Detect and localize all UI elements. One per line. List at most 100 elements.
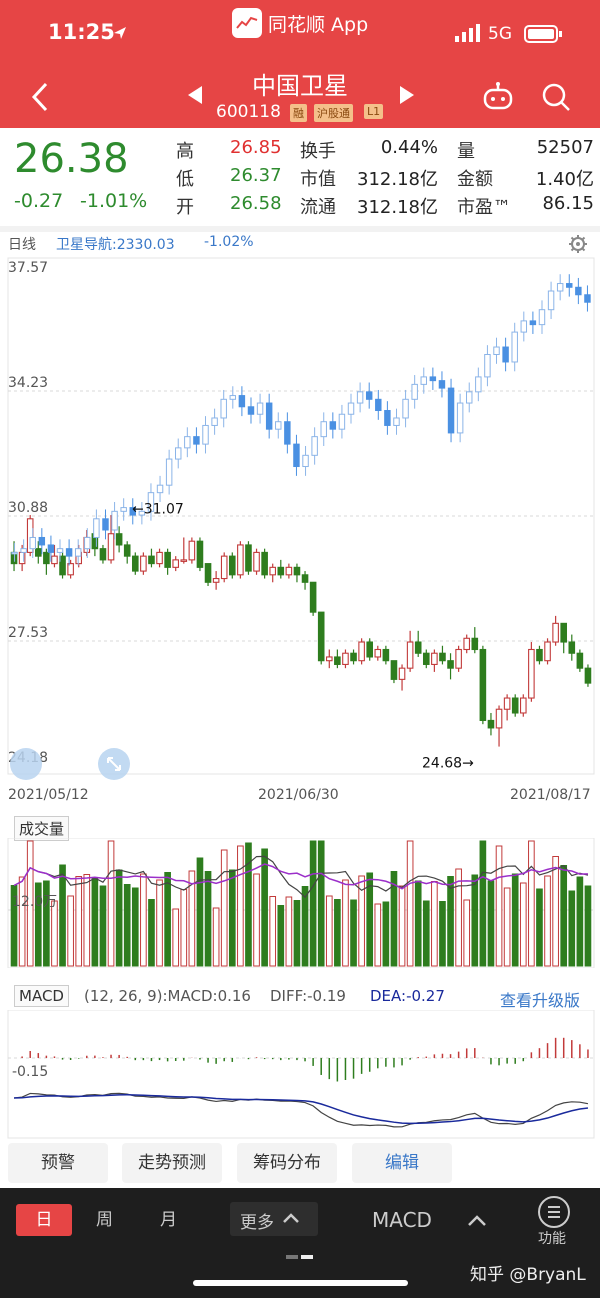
candle — [406, 641, 414, 669]
candle — [552, 622, 559, 643]
sector-index-label[interactable]: 卫星导航:2330.03 — [56, 237, 175, 253]
settings-gear-icon[interactable] — [568, 234, 588, 258]
tab-week[interactable]: 周 — [96, 1210, 113, 1230]
volume-bar — [156, 879, 163, 967]
stat-label: 市值 — [300, 169, 336, 190]
overlay-candle — [102, 518, 109, 531]
stat-label: 换手 — [300, 141, 336, 162]
volume-bar — [285, 896, 293, 967]
candle — [414, 641, 422, 654]
badge-hk-connect: 沪股通 — [314, 104, 353, 122]
function-label: 功能 — [538, 1231, 566, 1247]
volume-bar — [188, 870, 196, 967]
edit-button[interactable]: 编辑 — [352, 1143, 452, 1183]
fullscreen-icon[interactable] — [98, 748, 130, 780]
candle — [253, 551, 260, 572]
volume-label[interactable]: 成交量 — [14, 816, 70, 841]
overlay-candle — [184, 436, 191, 449]
stat-value: 312.18亿 — [357, 197, 438, 218]
overlay-candle — [93, 518, 100, 538]
volume-bar — [568, 890, 576, 967]
candle — [99, 548, 107, 561]
collapse-icon[interactable] — [10, 748, 42, 780]
indicator-selector[interactable]: MACD — [372, 1208, 432, 1232]
volume-bar — [34, 882, 42, 967]
location-arrow-icon — [112, 25, 128, 45]
candle — [422, 652, 430, 665]
candle — [463, 637, 471, 651]
overlay-candle — [302, 454, 309, 468]
stock-code: 600118 — [216, 102, 281, 122]
candle — [204, 563, 212, 583]
volume-bar — [59, 864, 66, 967]
candle — [131, 555, 139, 572]
function-icon[interactable] — [538, 1196, 570, 1228]
annotation-low: 24.68→ — [422, 755, 474, 771]
indicator-chevron-up-icon[interactable] — [466, 1212, 488, 1228]
search-icon[interactable] — [541, 82, 571, 116]
volume-bar — [196, 857, 204, 967]
tab-more[interactable]: 更多 — [230, 1202, 318, 1236]
volume-bar — [552, 856, 559, 967]
volume-bar — [204, 871, 212, 967]
volume-bar — [26, 840, 34, 967]
upgrade-link[interactable]: 查看升级版 — [500, 991, 581, 1010]
volume-bar — [228, 869, 236, 967]
diff-line — [13, 1092, 589, 1128]
candle — [285, 566, 293, 576]
overlay-candle — [156, 484, 164, 494]
candle — [519, 697, 527, 714]
candle — [172, 559, 180, 568]
overlay-candle — [211, 417, 218, 426]
alert-button[interactable]: 预警 — [8, 1143, 108, 1183]
candle — [382, 648, 390, 662]
overlay-candle — [556, 283, 564, 292]
volume-bar — [293, 900, 301, 967]
back-button[interactable] — [28, 82, 52, 112]
volume-bar — [406, 840, 414, 967]
volume-bar — [374, 903, 382, 967]
overlay-candle — [247, 406, 255, 415]
next-stock-icon[interactable] — [398, 84, 416, 110]
tab-day[interactable]: 日 — [16, 1204, 72, 1236]
app-logo-icon — [232, 8, 262, 38]
volume-bar — [511, 873, 519, 967]
stat-label: 开 — [176, 197, 194, 218]
volume-bar — [358, 875, 365, 967]
candle — [59, 555, 66, 576]
candle — [471, 637, 479, 651]
overlay-candle — [38, 536, 46, 546]
overlay-candle — [356, 391, 364, 404]
macd-label[interactable]: MACD — [14, 985, 69, 1007]
candle — [261, 551, 268, 576]
volume-bar — [398, 885, 406, 967]
battery-icon — [524, 24, 564, 48]
volume-ma10-line — [13, 863, 588, 890]
divider — [0, 226, 600, 232]
candle — [164, 551, 171, 568]
candle — [431, 652, 438, 665]
volume-bar — [212, 907, 220, 967]
chip-distribution-button[interactable]: 筹码分布 — [237, 1143, 337, 1183]
volume-bar — [115, 869, 123, 967]
volume-bar — [325, 895, 333, 967]
overlay-candle — [547, 290, 555, 311]
volume-bar — [487, 880, 495, 967]
trend-forecast-button[interactable]: 走势预测 — [122, 1143, 222, 1183]
volume-bar — [455, 868, 462, 967]
app-label: 同花顺 App — [268, 14, 369, 36]
candle — [43, 551, 50, 565]
stat-label: 市盈™ — [457, 197, 511, 218]
volume-frame — [7, 838, 595, 968]
volume-bar — [10, 885, 18, 967]
prev-stock-icon[interactable] — [186, 84, 204, 110]
overlay-candle — [466, 391, 473, 404]
robot-assistant-icon[interactable] — [482, 80, 514, 116]
volume-chart: 12.0万 — [7, 838, 595, 968]
overlay-candle — [502, 346, 509, 363]
tab-month[interactable]: 月 — [160, 1210, 177, 1230]
sector-index-percent: -1.02% — [204, 234, 254, 250]
candle — [67, 563, 74, 576]
app-header: 11:25 同花顺 App 5G 中国卫星 600118 融 沪股通 L1 — [0, 0, 600, 128]
